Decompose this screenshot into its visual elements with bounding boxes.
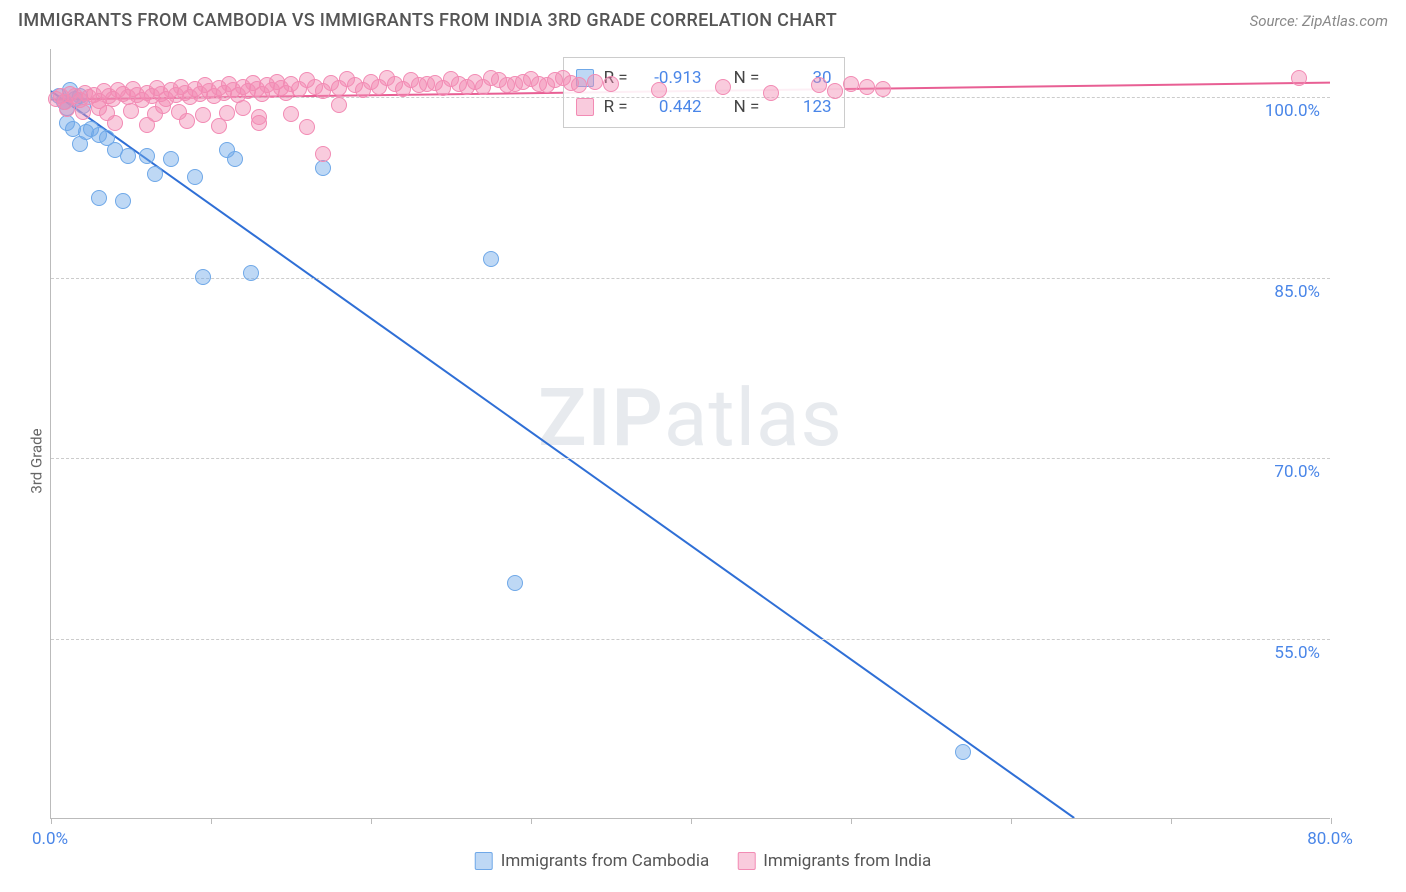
trend-line <box>51 91 1074 818</box>
point-india <box>139 117 155 133</box>
x-tick <box>851 818 852 824</box>
point-cambodia <box>91 190 107 206</box>
x-tick-label: 0.0% <box>32 829 68 849</box>
point-cambodia <box>243 265 259 281</box>
gridline-y <box>51 278 1330 279</box>
point-india <box>763 85 779 101</box>
point-india <box>811 77 827 93</box>
point-india <box>315 146 331 162</box>
point-india <box>155 98 171 114</box>
y-axis-label: 3rd Grade <box>28 428 46 493</box>
point-india <box>843 76 859 92</box>
point-cambodia <box>195 269 211 285</box>
point-india <box>123 103 139 119</box>
correlation-legend-box: R = -0.913 N = 30 R = 0.442 N = 123 <box>563 57 845 129</box>
point-cambodia <box>120 148 136 164</box>
y-tick-label: 70.0% <box>1274 462 1320 482</box>
plot-area: ZIPatlas R = -0.913 N = 30 R = 0.442 N =… <box>50 49 1330 819</box>
point-india <box>1291 70 1307 86</box>
x-tick <box>371 818 372 824</box>
chart-title: IMMIGRANTS FROM CAMBODIA VS IMMIGRANTS F… <box>18 10 837 31</box>
x-tick <box>1171 818 1172 824</box>
legend-label-2: Immigrants from India <box>763 851 931 871</box>
point-india <box>859 79 875 95</box>
x-tick <box>1331 818 1332 824</box>
chart-container: 3rd Grade ZIPatlas R = -0.913 N = 30 R =… <box>0 39 1406 883</box>
x-tick <box>691 818 692 824</box>
point-india <box>179 113 195 129</box>
point-india <box>195 107 211 123</box>
bottom-legend: Immigrants from Cambodia Immigrants from… <box>475 851 932 871</box>
point-cambodia <box>955 744 971 760</box>
point-india <box>59 101 75 117</box>
legend-label-1: Immigrants from Cambodia <box>501 851 710 871</box>
y-tick-label: 85.0% <box>1274 282 1320 302</box>
point-india <box>587 74 603 90</box>
point-india <box>75 104 91 120</box>
point-india <box>651 82 667 98</box>
point-cambodia <box>147 166 163 182</box>
point-india <box>875 81 891 97</box>
swatch-series-2-bottom <box>737 852 755 870</box>
point-india <box>571 77 587 93</box>
point-india <box>299 119 315 135</box>
point-india <box>251 115 267 131</box>
point-india <box>827 83 843 99</box>
point-india <box>211 118 227 134</box>
chart-source: Source: ZipAtlas.com <box>1250 12 1388 30</box>
trend-lines <box>51 49 1330 818</box>
x-tick <box>531 818 532 824</box>
y-tick-label: 100.0% <box>1265 101 1320 121</box>
point-cambodia <box>507 575 523 591</box>
gridline-y <box>51 458 1330 459</box>
point-cambodia <box>315 160 331 176</box>
x-tick <box>51 818 52 824</box>
point-india <box>715 79 731 95</box>
point-cambodia <box>483 251 499 267</box>
x-tick-label: 80.0% <box>1307 829 1353 849</box>
swatch-series-1-bottom <box>475 852 493 870</box>
x-tick <box>1011 818 1012 824</box>
point-india <box>235 100 251 116</box>
point-india <box>331 97 347 113</box>
point-cambodia <box>227 151 243 167</box>
point-cambodia <box>163 151 179 167</box>
point-india <box>91 100 107 116</box>
point-india <box>107 115 123 131</box>
point-cambodia <box>139 148 155 164</box>
point-india <box>603 76 619 92</box>
watermark: ZIPatlas <box>538 371 843 465</box>
y-tick-label: 55.0% <box>1274 643 1320 663</box>
point-india <box>283 106 299 122</box>
point-cambodia <box>115 193 131 209</box>
swatch-series-2 <box>576 98 594 116</box>
point-cambodia <box>187 169 203 185</box>
x-tick <box>211 818 212 824</box>
gridline-y <box>51 639 1330 640</box>
